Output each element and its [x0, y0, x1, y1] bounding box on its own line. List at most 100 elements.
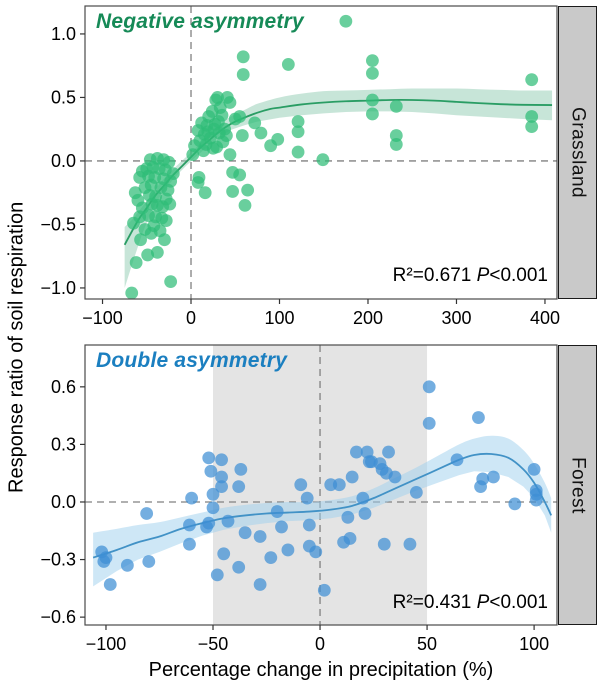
- x-axis-title: Percentage change in precipitation (%): [148, 659, 494, 681]
- scatter-point: [382, 445, 395, 459]
- strip-label-forest: Forest: [567, 456, 589, 514]
- panel-forest: [85, 345, 557, 625]
- scatter-point: [234, 462, 248, 476]
- scatter-point: [183, 537, 196, 551]
- scatter-point: [291, 115, 305, 128]
- y-tick-label: −1.0: [40, 278, 76, 298]
- scatter-point: [253, 578, 267, 591]
- scatter-point: [388, 470, 402, 484]
- y-tick-label: 0.6: [51, 377, 76, 397]
- scatter-point: [403, 537, 417, 551]
- y-tick-label: −0.6: [40, 607, 76, 627]
- scatter-point: [141, 248, 155, 262]
- scatter-point: [271, 132, 285, 146]
- scatter-point: [422, 416, 436, 430]
- scatter-point: [291, 125, 305, 139]
- scatter-point: [350, 445, 363, 459]
- scatter-point: [316, 153, 330, 167]
- scatter-point: [360, 445, 374, 459]
- y-tick-label: 0.5: [51, 87, 76, 107]
- scatter-point: [300, 491, 314, 505]
- scatter-point: [508, 497, 522, 511]
- scatter-point: [235, 129, 249, 142]
- scatter-point: [339, 14, 353, 28]
- scatter-point: [192, 171, 206, 184]
- x-tick-label: 400: [530, 308, 560, 328]
- scatter-point: [215, 453, 228, 467]
- scatter-point: [487, 470, 500, 484]
- scatter-point: [281, 58, 295, 71]
- x-tick-label: −50: [198, 634, 229, 654]
- scatter-point: [162, 155, 176, 169]
- y-tick-label: 0.0: [51, 151, 76, 171]
- scatter-point: [309, 545, 323, 559]
- trend-line: [92, 452, 553, 559]
- scatter-point: [206, 487, 220, 501]
- scatter-point: [232, 480, 246, 494]
- x-tick-label: 100: [264, 308, 294, 328]
- y-tick-label: 0.0: [51, 492, 76, 512]
- x-tick-label: 300: [441, 308, 471, 328]
- scatter-point: [241, 183, 255, 197]
- x-tick-label: 200: [353, 308, 383, 328]
- p-value-forest: <0.001: [489, 592, 548, 613]
- scatter-point: [270, 505, 284, 518]
- scatter-point: [204, 464, 218, 478]
- r2-value-grassland: R²=0.671: [392, 265, 472, 286]
- scatter-point: [163, 197, 177, 211]
- scatter-point: [150, 245, 164, 259]
- scatter-point: [206, 501, 220, 515]
- scatter-point: [341, 510, 355, 524]
- scatter-point: [422, 380, 436, 394]
- annotation-double-asymmetry: Double asymmetry: [96, 349, 288, 372]
- scatter-point: [317, 583, 331, 597]
- scatter-point: [125, 286, 139, 299]
- scatter-point: [356, 491, 370, 505]
- scatter-point: [185, 491, 199, 505]
- panel-border: [84, 344, 558, 626]
- scatter-point: [215, 108, 229, 122]
- scatter-point: [236, 50, 250, 64]
- scatter-point: [236, 68, 250, 81]
- scatter-point: [221, 514, 235, 528]
- y-tick-label: −0.5: [40, 214, 76, 234]
- scatter-point: [120, 558, 134, 572]
- p-value-grassland: <0.001: [489, 265, 548, 286]
- stats-grassland: R²=0.671 P<0.001: [393, 265, 548, 287]
- scatter-point: [202, 516, 216, 530]
- scatter-point: [525, 73, 539, 87]
- scatter-point: [366, 66, 379, 80]
- x-tick-label: −100: [82, 308, 123, 328]
- y-tick-label: 1.0: [51, 24, 76, 44]
- scatter-point: [476, 472, 490, 486]
- scatter-point: [215, 470, 228, 484]
- scatter-point: [366, 54, 379, 68]
- scatter-point: [159, 214, 173, 228]
- scatter-point: [248, 116, 262, 130]
- scatter-point: [232, 560, 246, 574]
- scatter-point: [450, 453, 464, 467]
- scatter-point: [332, 478, 346, 492]
- scatter-point: [366, 107, 379, 121]
- panel-grassland: [85, 6, 557, 299]
- scatter-point: [275, 520, 288, 534]
- scatter-point: [389, 129, 403, 142]
- scatter-point: [223, 148, 237, 161]
- scatter-point: [409, 485, 423, 499]
- scatter-point: [129, 256, 143, 269]
- strip-label-grassland: Grassland: [567, 106, 589, 199]
- scatter-point: [140, 507, 154, 520]
- p-symbol-forest: P: [476, 592, 490, 613]
- scatter-point: [527, 462, 541, 476]
- scatter-point: [525, 110, 539, 123]
- scatter-point: [233, 168, 247, 182]
- scatter-point: [294, 478, 308, 492]
- scatter-point: [377, 537, 391, 551]
- scatter-point: [99, 551, 113, 565]
- scatter-point: [345, 470, 359, 484]
- scatter-point: [215, 480, 228, 494]
- scatter-point: [220, 129, 233, 142]
- scatter-point: [302, 518, 316, 532]
- scatter-point: [389, 99, 403, 113]
